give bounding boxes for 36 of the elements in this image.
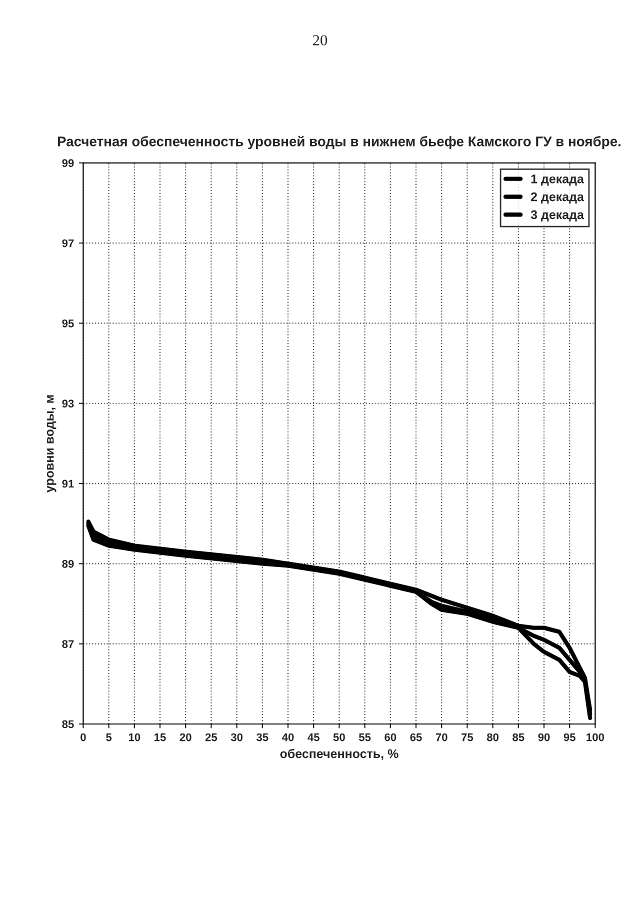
x-tick-label: 15 [154,733,166,742]
y-tick-label: 85 [62,720,74,728]
x-tick-label: 20 [180,733,192,742]
y-tick-label: 99 [62,159,74,168]
legend-label: 3 декада [530,210,584,222]
text: 20 [313,35,328,46]
x-tick-label: 45 [308,733,320,742]
x-axis-title: обеспеченность, % [280,748,398,760]
x-tick-label: 35 [256,733,268,742]
legend-label: 1 декада [531,174,584,186]
x-tick-label: 40 [282,733,294,742]
x-tick-label: 5 [106,733,112,742]
x-tick-label: 90 [538,733,550,742]
legend-label: 2 декада [530,192,584,204]
x-tick-label: 0 [80,733,86,742]
x-tick-label: 100 [586,733,604,742]
y-tick-label: 89 [62,560,74,568]
x-tick-label: 80 [486,733,499,742]
x-tick-label: 85 [512,733,524,742]
y-tick-label: 97 [62,239,74,248]
y-tick-label: 93 [62,400,74,408]
y-tick-label: 87 [62,640,74,648]
x-tick-label: 10 [128,733,140,742]
y-tick-label: 95 [62,319,74,328]
x-tick-label: 55 [358,733,371,742]
x-tick-label: 95 [564,733,576,742]
y-tick-label: 91 [62,480,74,488]
x-tick-label: 70 [436,733,448,742]
x-tick-label: 50 [333,733,345,742]
x-tick-label: 60 [384,733,396,742]
x-tick-label: 25 [205,733,218,742]
x-tick-label: 75 [462,733,474,742]
y-axis-title: уровни воды, м [46,395,56,492]
chart-title: Расчетная обеспеченность уровней воды в нижнем бьефе Камского ГУ в ноябре. [58,136,620,150]
x-tick-label: 30 [230,733,243,742]
x-tick-label: 65 [410,733,422,742]
